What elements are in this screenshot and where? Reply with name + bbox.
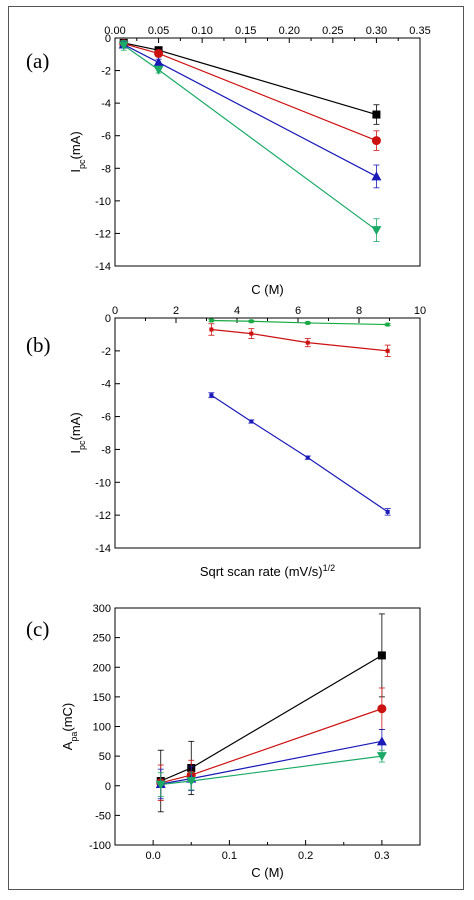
- panel-2-series-2-point: [209, 327, 214, 332]
- panel-3-x-tick-label: 0.1: [222, 850, 237, 862]
- panel-2-series-3-point: [385, 509, 390, 514]
- panel-1-series-4-point: [153, 65, 164, 75]
- panel-2-series-2-point: [249, 331, 254, 336]
- panel-3-y-tick-label: 100: [93, 722, 111, 734]
- panel-1-x-axis-title: C (M): [251, 282, 284, 297]
- panel-2-x-axis-title: Sqrt scan rate (mV/s)1/2: [200, 563, 335, 579]
- panel-1-x-tick-label: 0.05: [148, 25, 169, 37]
- panel-3-y-tick-label: -100: [89, 840, 111, 852]
- panel-1-series-4-line: [123, 44, 377, 231]
- panel-2-plot-area: [114, 317, 421, 549]
- panel-3-y-tick-label: 200: [93, 662, 111, 674]
- panel-3-label: (c): [26, 617, 49, 641]
- panel-2-series-3-point: [305, 455, 310, 460]
- panel-3-y-tick-label: 50: [99, 751, 111, 763]
- panel-2-series-2-line: [211, 328, 388, 352]
- panel-2-y-axis-title: Ipc(mA): [68, 412, 87, 453]
- panel-3-y-tick-label: 0: [105, 781, 111, 793]
- panel-1-x-tick-label: 0.35: [409, 25, 430, 37]
- panel-3-x-tick-label: 0.0: [145, 850, 160, 862]
- panel-2-series-3-line: [211, 394, 389, 513]
- panel-1-series-3-point: [153, 57, 164, 67]
- panel-3-y-tick-label: 150: [93, 692, 111, 704]
- panel-1-series-2-point: [154, 48, 164, 58]
- panel-1-x-tick-label: 0.25: [322, 25, 343, 37]
- panel-2-y-tick-label: 0: [105, 313, 111, 325]
- panel-1-series-2-line: [123, 43, 377, 142]
- panel-1-series-1-point: [372, 110, 381, 119]
- panel-2-y-tick-label: -2: [101, 346, 111, 358]
- panel-2-x-tick-label: 2: [173, 305, 179, 317]
- panel-1-x-tick-label: 0.10: [191, 25, 212, 37]
- panel-3-x-tick-label: 0.2: [298, 850, 313, 862]
- panel-2-series-1-point: [305, 320, 310, 325]
- panel-1-x-tick-label: 0.20: [279, 25, 300, 37]
- panel-1-y-tick-label: -8: [101, 163, 111, 175]
- panel-2-series-3-point: [209, 393, 214, 398]
- panel-2-series-1-line: [211, 319, 388, 326]
- panel-3-series-4-point: [155, 780, 166, 790]
- panel-1-y-tick-label: 0: [105, 33, 111, 45]
- panel-2-x-tick-label: 8: [356, 305, 362, 317]
- panel-3-series-4-point: [186, 777, 197, 787]
- panel-1-y-tick-label: -10: [95, 196, 111, 208]
- panel-1-y-tick-label: -4: [101, 98, 111, 110]
- panel-1-y-tick-label: -6: [101, 131, 111, 143]
- panel-2-y-tick-label: -4: [101, 379, 111, 391]
- panel-2-y-tick-label: -14: [95, 543, 111, 555]
- panel-3-series-1-point: [377, 651, 386, 660]
- panel-2-x-tick-label: 6: [295, 305, 301, 317]
- panel-1-y-axis-title: Ipc(mA): [68, 131, 87, 172]
- panel-3-y-tick-label: 300: [93, 603, 111, 615]
- panel-2-x-tick-label: 0: [112, 305, 118, 317]
- panel-1-y-tick-label: -2: [101, 66, 111, 78]
- panel-1-series-2-point: [371, 136, 381, 146]
- panel-1-x-tick-label: 0.30: [366, 25, 387, 37]
- panel-1-series-3-point: [371, 171, 382, 181]
- panel-2-series-1-point: [249, 319, 254, 324]
- panel-2-series-3-point: [249, 419, 254, 424]
- panel-2-y-tick-label: -12: [95, 510, 111, 522]
- panel-3-y-tick-label: 250: [93, 633, 111, 645]
- panel-1-y-tick-label: -12: [95, 228, 111, 240]
- panel-3-x-tick-label: 0.3: [374, 850, 389, 862]
- panel-1-label: (a): [26, 49, 49, 73]
- panel-3-y-axis-title: Apa(mC): [60, 703, 79, 751]
- panel-2-series-1-point: [209, 318, 214, 323]
- panel-2-x-tick-label: 10: [414, 305, 426, 317]
- panel-2-y-tick-label: -6: [101, 412, 111, 424]
- panel-2-series-1-point: [385, 322, 390, 327]
- panel-1-x-tick-label: 0.00: [104, 25, 125, 37]
- panel-3-series-3-point: [376, 736, 387, 746]
- panel-2-y-tick-label: -8: [101, 444, 111, 456]
- panel-2-label: (b): [26, 333, 51, 357]
- panel-1-y-tick-label: -14: [95, 261, 111, 273]
- panel-1-x-tick-label: 0.15: [235, 25, 256, 37]
- panel-3-x-axis-title: C (M): [251, 865, 284, 880]
- panel-3-series-1-line: [160, 654, 383, 782]
- panel-2-series-2-point: [385, 348, 390, 353]
- panel-1-plot-area: [114, 37, 421, 267]
- panel-3-series-4-point: [376, 752, 387, 762]
- panel-1-series-4-point: [371, 226, 382, 236]
- panel-3-y-tick-label: -50: [95, 810, 111, 822]
- panel-3-series-2-point: [377, 704, 387, 714]
- panel-1-series-4-point: [118, 41, 129, 51]
- figure-frame: [8, 6, 464, 890]
- panel-2-series-2-point: [305, 340, 310, 345]
- panel-2-x-tick-label: 4: [234, 305, 240, 317]
- panel-2-y-tick-label: -10: [95, 477, 111, 489]
